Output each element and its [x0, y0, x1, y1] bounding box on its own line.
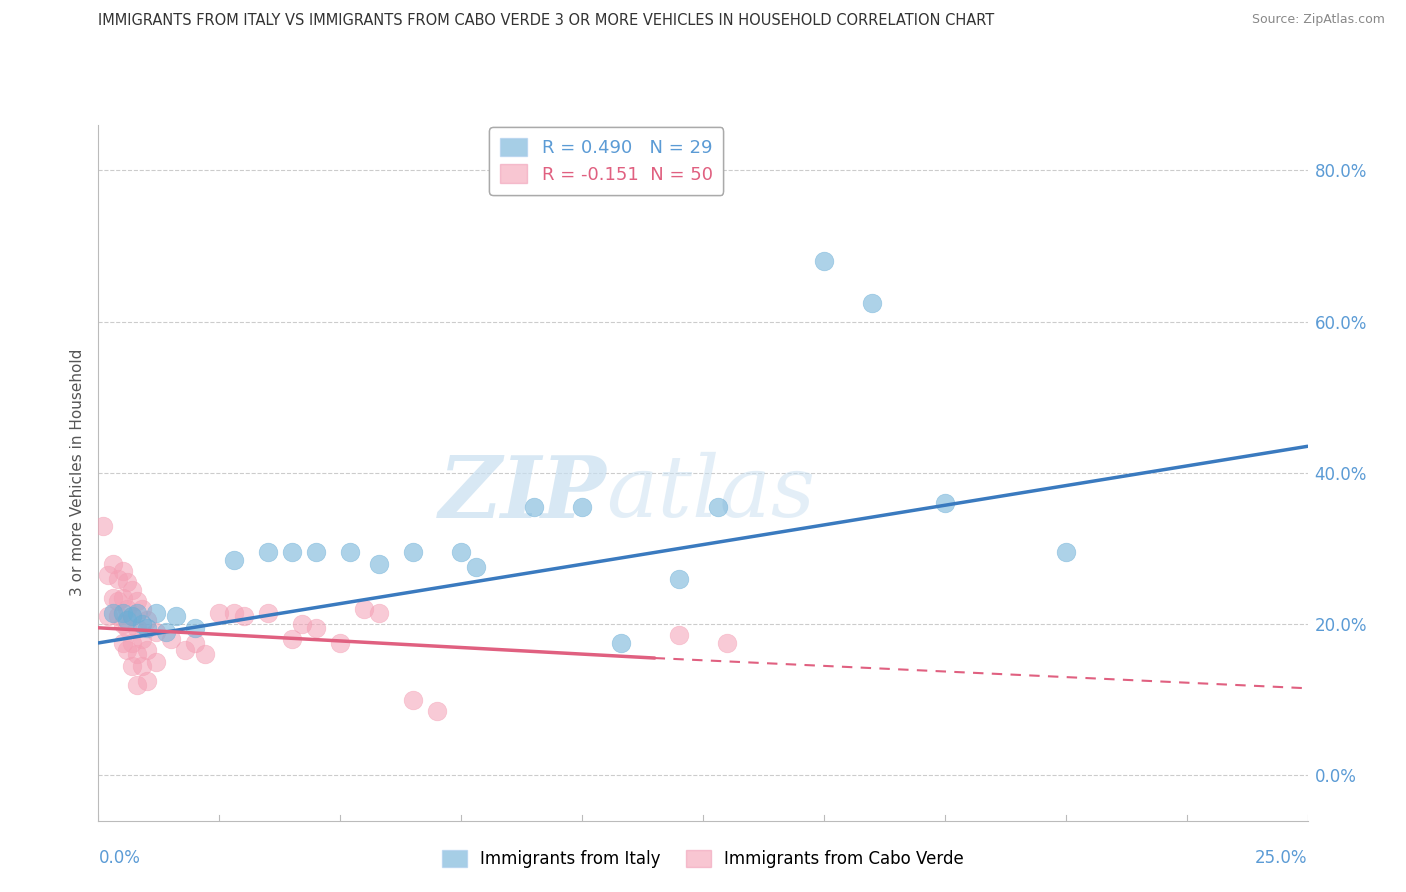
Point — [716, 636, 738, 650]
Point — [131, 602, 153, 616]
Point — [281, 545, 304, 559]
Point — [232, 609, 254, 624]
Point — [222, 606, 245, 620]
Point — [290, 617, 312, 632]
Point — [127, 677, 149, 691]
Point — [127, 594, 149, 608]
Point — [368, 606, 391, 620]
Point — [97, 567, 120, 582]
Point — [368, 557, 391, 571]
Point — [184, 636, 207, 650]
Point — [121, 609, 143, 624]
Text: ZIP: ZIP — [439, 452, 606, 535]
Text: 0.0%: 0.0% — [98, 849, 141, 867]
Point — [305, 545, 328, 559]
Point — [135, 673, 157, 688]
Point — [194, 647, 217, 661]
Point — [571, 500, 593, 514]
Point — [117, 621, 139, 635]
Point — [145, 606, 167, 620]
Point — [256, 545, 278, 559]
Y-axis label: 3 or more Vehicles in Household: 3 or more Vehicles in Household — [69, 349, 84, 597]
Point — [174, 643, 197, 657]
Point — [111, 564, 134, 578]
Point — [610, 636, 633, 650]
Point — [329, 636, 352, 650]
Point — [135, 621, 157, 635]
Point — [813, 254, 835, 268]
Point — [121, 658, 143, 673]
Point — [111, 636, 134, 650]
Point — [160, 632, 183, 647]
Point — [101, 557, 124, 571]
Point — [127, 621, 149, 635]
Text: 25.0%: 25.0% — [1256, 849, 1308, 867]
Point — [121, 609, 143, 624]
Point — [135, 613, 157, 627]
Point — [121, 636, 143, 650]
Legend: R = 0.490   N = 29, R = -0.151  N = 50: R = 0.490 N = 29, R = -0.151 N = 50 — [489, 127, 723, 194]
Point — [111, 606, 134, 620]
Point — [668, 628, 690, 642]
Point — [111, 591, 134, 605]
Point — [111, 617, 134, 632]
Point — [145, 655, 167, 669]
Point — [353, 602, 375, 616]
Point — [668, 572, 690, 586]
Point — [117, 613, 139, 627]
Point — [155, 624, 177, 639]
Point — [464, 560, 486, 574]
Point — [339, 545, 361, 559]
Point — [934, 496, 956, 510]
Point — [208, 606, 231, 620]
Point — [402, 545, 425, 559]
Text: atlas: atlas — [606, 452, 815, 535]
Point — [117, 643, 139, 657]
Point — [1054, 545, 1077, 559]
Point — [127, 647, 149, 661]
Point — [523, 500, 546, 514]
Point — [145, 624, 167, 639]
Point — [402, 692, 425, 706]
Point — [121, 582, 143, 597]
Point — [127, 606, 149, 620]
Point — [184, 621, 207, 635]
Point — [117, 602, 139, 616]
Point — [107, 594, 129, 608]
Point — [131, 632, 153, 647]
Point — [135, 643, 157, 657]
Point — [91, 518, 114, 533]
Point — [256, 606, 278, 620]
Point — [426, 704, 449, 718]
Point — [131, 617, 153, 632]
Point — [281, 632, 304, 647]
Point — [706, 500, 728, 514]
Point — [101, 606, 124, 620]
Point — [107, 572, 129, 586]
Point — [107, 609, 129, 624]
Point — [450, 545, 472, 559]
Point — [97, 609, 120, 624]
Text: IMMIGRANTS FROM ITALY VS IMMIGRANTS FROM CABO VERDE 3 OR MORE VEHICLES IN HOUSEH: IMMIGRANTS FROM ITALY VS IMMIGRANTS FROM… — [98, 13, 994, 29]
Point — [101, 591, 124, 605]
Point — [131, 658, 153, 673]
Point — [117, 575, 139, 590]
Point — [222, 552, 245, 567]
Legend: Immigrants from Italy, Immigrants from Cabo Verde: Immigrants from Italy, Immigrants from C… — [436, 843, 970, 875]
Point — [305, 621, 328, 635]
Point — [860, 295, 883, 310]
Text: Source: ZipAtlas.com: Source: ZipAtlas.com — [1251, 13, 1385, 27]
Point — [165, 609, 187, 624]
